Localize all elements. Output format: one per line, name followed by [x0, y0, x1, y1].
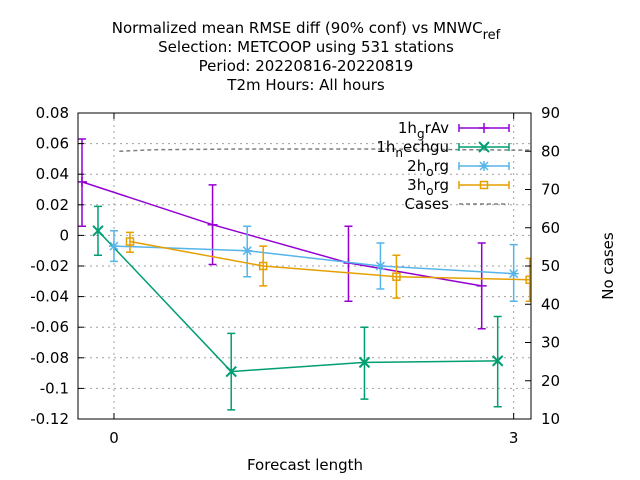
data-point [508, 268, 519, 279]
data-point [491, 355, 504, 367]
y2-tick-label: 70 [541, 181, 560, 199]
y-tick-label: -0.1 [40, 379, 69, 397]
y-tick-label: 0.06 [36, 135, 69, 153]
y2-tick-label: 60 [541, 219, 560, 237]
data-point [258, 261, 268, 271]
y-tick-label: 0.02 [36, 196, 69, 214]
y-tick-label: 0.08 [36, 104, 69, 122]
series-1hnechgu [92, 205, 504, 411]
title-subscript: ref [483, 28, 501, 43]
legend-label-tail: rAv [425, 119, 450, 137]
legend-label-base: 1h [376, 138, 395, 156]
legend-marker [478, 141, 490, 153]
series-line [113, 245, 514, 275]
y2-tick-label: 80 [541, 142, 560, 160]
y-tick-label: 0.04 [36, 165, 69, 183]
error-bar [259, 245, 268, 287]
y2-tick-label: 40 [541, 295, 560, 313]
legend-label: 3horg [407, 176, 449, 198]
data-point [78, 176, 87, 187]
legend-swatch-caps [458, 162, 510, 170]
error-bar [525, 257, 531, 302]
legend-label-base: 3h [407, 176, 426, 194]
series-line [81, 181, 482, 287]
y-tick-label: -0.02 [30, 257, 69, 275]
series-line [129, 240, 530, 281]
series-layer [78, 138, 531, 411]
axes: 0.08 0.06 0.04 0.02 0 -0.02 -0.04 -0.06 -0.08 -0.… [30, 104, 560, 447]
data-point [358, 356, 371, 369]
series-1hgrAv [78, 138, 487, 330]
data-point [525, 275, 531, 285]
legend-swatch-caps [458, 143, 510, 151]
legend-marker [479, 123, 489, 133]
legend-label-tail: rg [434, 176, 449, 194]
y-tick-label: -0.12 [30, 410, 69, 428]
error-bar [125, 231, 134, 253]
legend-swatch-caps [458, 181, 510, 189]
y-tick-label: -0.08 [30, 349, 69, 367]
x-tick-label: 0 [109, 429, 119, 447]
chart-title: Normalized mean RMSE diff (90% conf) vs … [112, 19, 501, 94]
data-point [242, 245, 253, 256]
y-tick-label: -0.04 [30, 288, 69, 306]
legend-label-sub: g [417, 127, 425, 141]
y2-axis-label: No cases [599, 232, 617, 300]
y2-tick-label: 90 [541, 104, 560, 122]
legend-label-sub: o [426, 165, 433, 179]
legend-label-sub: o [426, 184, 433, 198]
y2-tick-label: 20 [541, 372, 560, 390]
title-line-3: Period: 20220816-20220819 [199, 57, 414, 75]
legend-label: Cases [404, 195, 449, 213]
legend-label-tail: echgu [403, 138, 449, 156]
cases-layer [119, 148, 531, 152]
data-point [207, 219, 218, 230]
data-point [92, 225, 104, 237]
legend-label-tail: rg [434, 157, 449, 175]
legend-label-sub: n [395, 146, 403, 160]
data-point [125, 237, 135, 246]
y2-tick-label: 50 [541, 257, 560, 275]
series-3horg [125, 231, 531, 302]
y2-tick-label: 30 [541, 334, 560, 352]
error-bar [392, 254, 401, 299]
data-point [392, 272, 401, 281]
y-tick-label: 0 [59, 226, 69, 244]
data-point [225, 365, 237, 378]
title-line-2: Selection: METCOOP using 531 stations [158, 38, 454, 56]
data-point [375, 261, 386, 271]
series-2horg [108, 225, 519, 302]
legend-swatch-caps [458, 124, 510, 132]
y-tick-label: -0.06 [30, 318, 69, 336]
legend-label: 2horg [407, 157, 449, 179]
legend-marker [479, 180, 489, 190]
series-line [97, 230, 498, 373]
data-point [476, 280, 487, 291]
legend-label: 1hnechgu [376, 138, 449, 160]
x-tick-label: 3 [509, 429, 519, 447]
grid [78, 113, 531, 419]
cases-line [119, 148, 531, 152]
x-axis-label: Forecast length [247, 456, 363, 474]
y2-tick-label: 10 [541, 410, 560, 428]
title-line-1: Normalized mean RMSE diff (90% conf) vs … [112, 19, 501, 43]
legend-label-base: 2h [407, 157, 426, 175]
title-line-4: T2m Hours: All hours [226, 76, 385, 94]
legend-label: 1hgrAv [398, 119, 449, 141]
legend-marker [479, 161, 489, 171]
data-point [108, 241, 119, 252]
legend-label-base: 1h [398, 119, 417, 137]
